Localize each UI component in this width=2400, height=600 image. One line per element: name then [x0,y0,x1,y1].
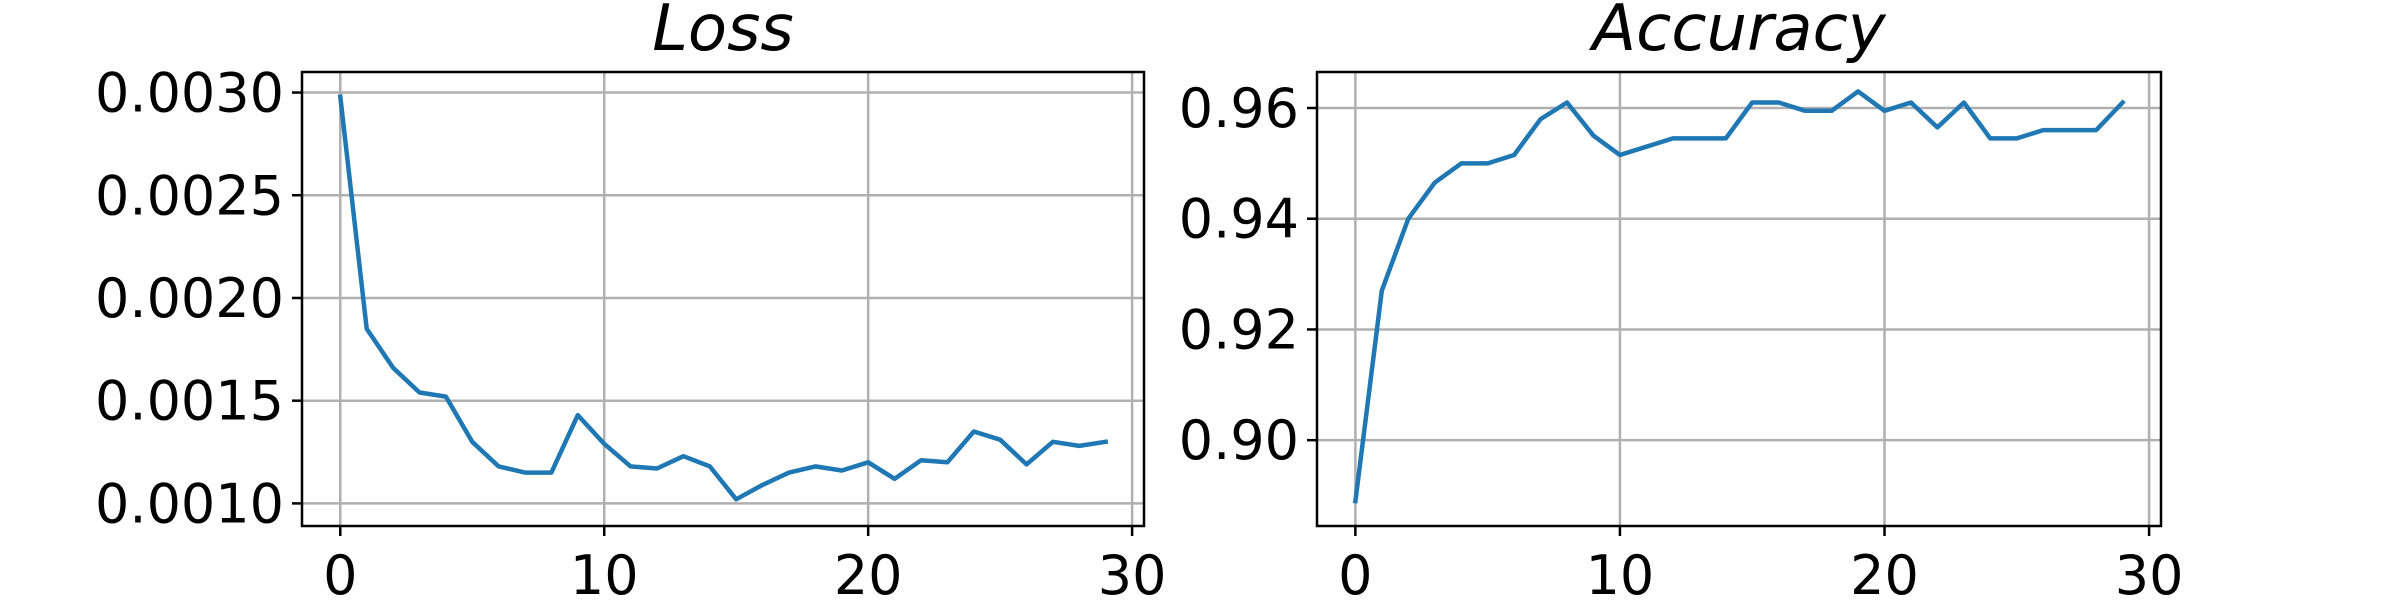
loss-y-tick-label: 0.0010 [95,472,284,535]
accuracy-x-tick-label: 10 [1586,544,1655,600]
loss-y-tick-label: 0.0015 [95,370,284,433]
loss-series-line [337,94,1109,502]
loss-x-tick-label: 0 [323,544,357,600]
accuracy-x-tick-label: 30 [2115,544,2184,600]
loss-title: Loss [652,0,794,66]
accuracy-y-tick-label: 0.96 [1179,77,1299,140]
loss-x-tick-label: 30 [1098,544,1167,600]
loss-chart: Loss 0 10 20 30 0.0010 0.0015 0.0020 0.0025 0.003… [95,0,1166,600]
accuracy-chart: Accuracy 0 10 20 30 0.90 0.92 0.94 0.96 [1179,0,2184,600]
loss-x-tick-label: 10 [570,544,639,600]
accuracy-y-tick-label: 0.90 [1179,409,1299,472]
accuracy-plot-frame [1315,70,2163,528]
accuracy-series-line [1352,89,2126,504]
loss-y-tick-label: 0.0025 [95,164,284,227]
accuracy-y-tick-label: 0.94 [1179,188,1299,251]
accuracy-y-tick-label: 0.92 [1179,298,1299,361]
accuracy-x-tick-label: 20 [1850,544,1919,600]
loss-y-tick-label: 0.0030 [95,62,284,125]
accuracy-x-tick-label: 0 [1338,544,1372,600]
loss-x-tick-label: 20 [834,544,903,600]
accuracy-title: Accuracy [1588,0,1886,66]
loss-y-tick-label: 0.0020 [95,267,284,330]
